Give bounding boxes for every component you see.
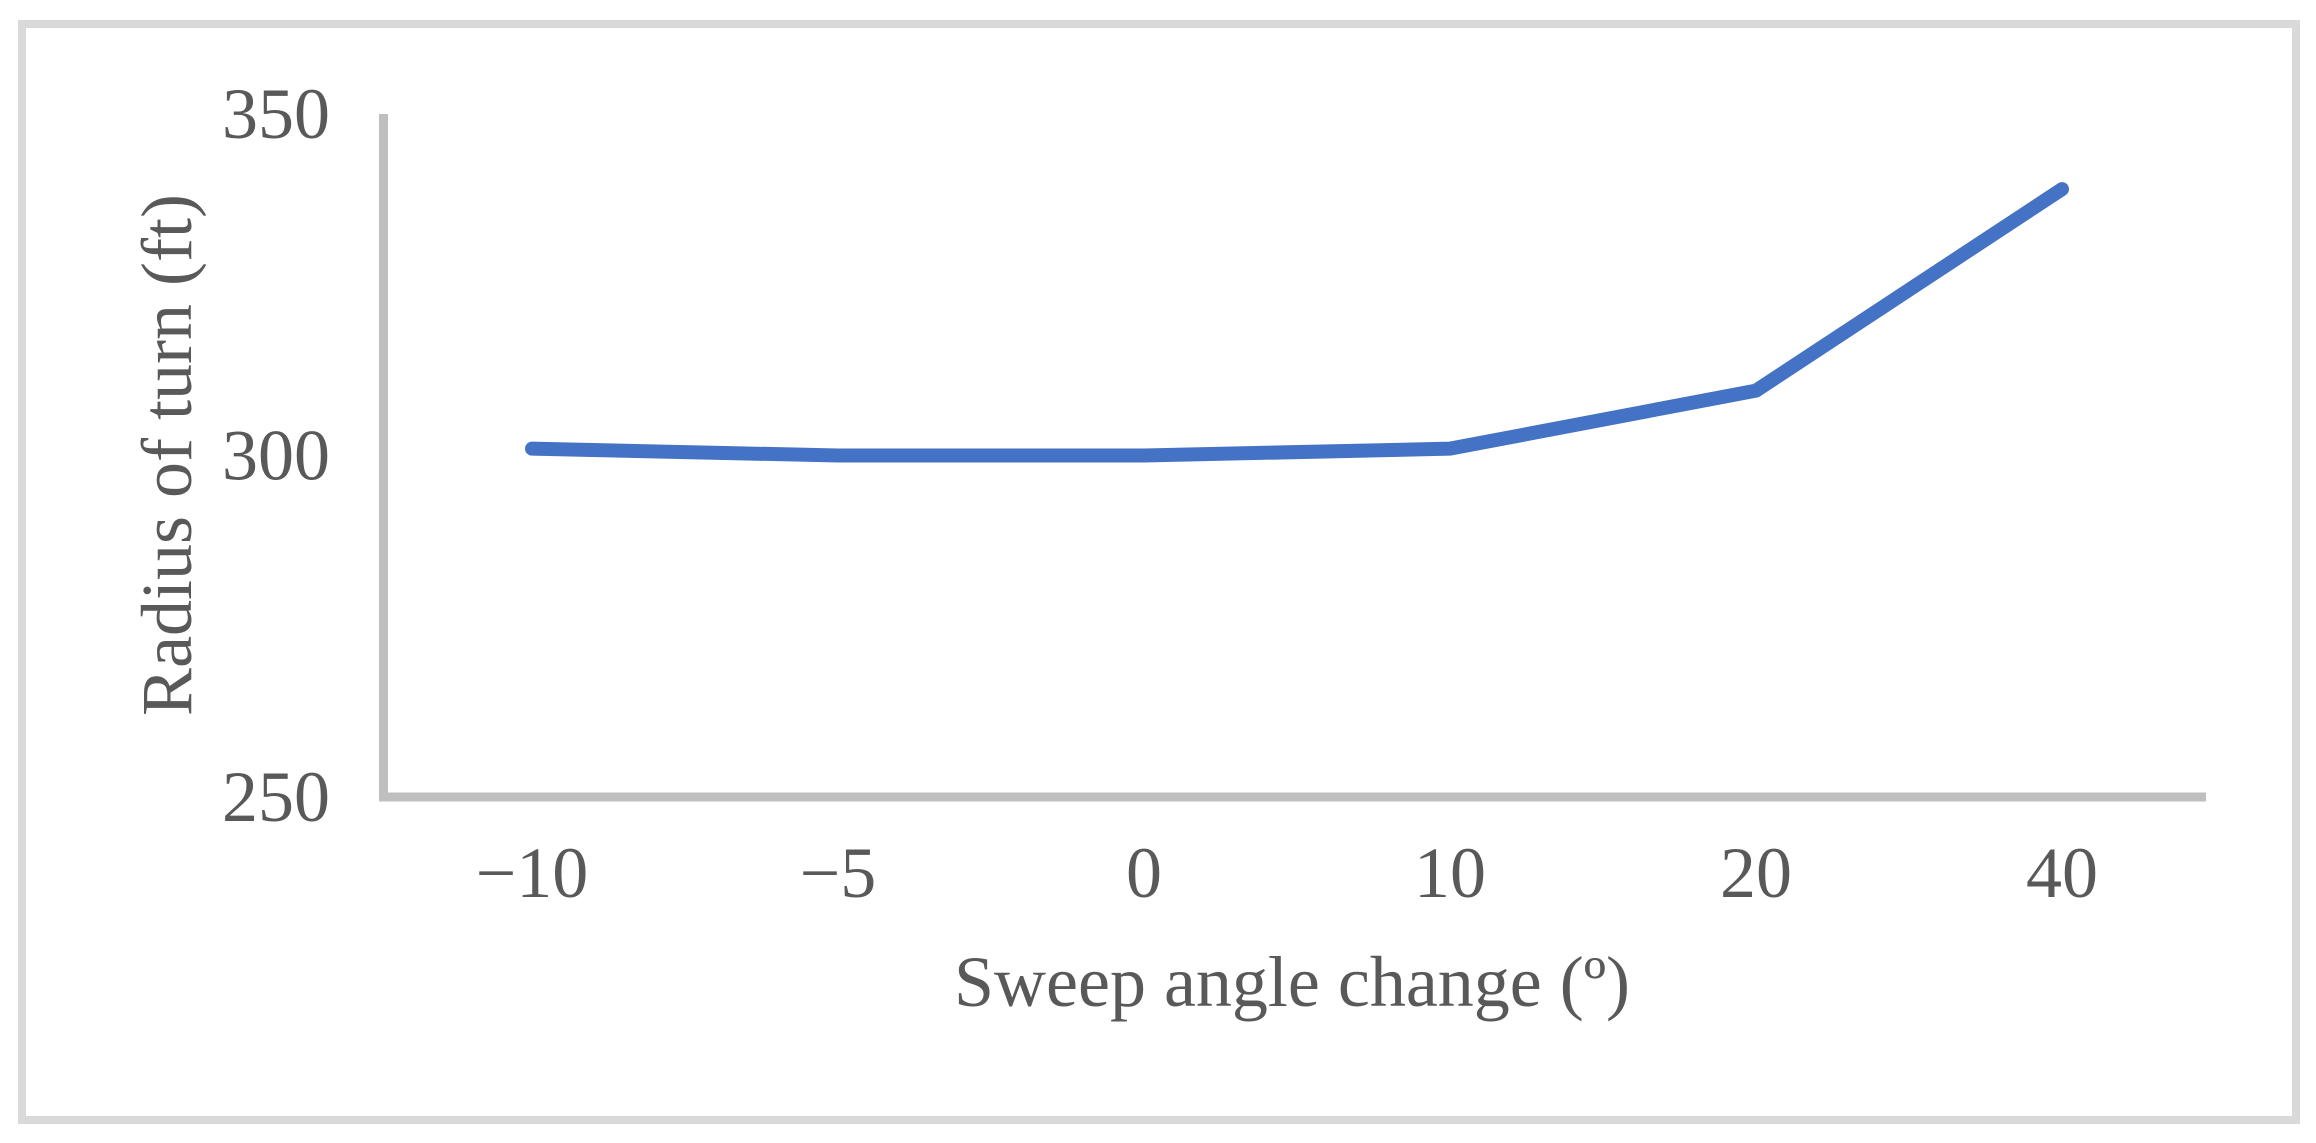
x-tick-label: 40 [2026, 833, 2098, 913]
x-axis-title: Sweep angle change (º) [954, 942, 1630, 1022]
y-tick-label: 250 [222, 757, 330, 837]
x-tick-label: −10 [476, 833, 589, 913]
y-tick-label: 350 [222, 74, 330, 154]
x-tick-label: 10 [1414, 833, 1486, 913]
x-axis-tick-labels: −10 −5 0 10 20 40 [476, 833, 2098, 913]
x-tick-label: 0 [1126, 833, 1162, 913]
series-line-radius-of-turn [525, 182, 2069, 463]
chart-frame-border [18, 20, 2300, 1124]
x-tick-label: −5 [800, 833, 877, 913]
y-axis-title: Radius of turn (ft) [127, 194, 207, 716]
data-series-group [525, 182, 2069, 463]
y-tick-label: 300 [222, 416, 330, 496]
x-tick-label: 20 [1720, 833, 1792, 913]
y-axis-tick-labels: 250 300 350 [222, 74, 330, 837]
